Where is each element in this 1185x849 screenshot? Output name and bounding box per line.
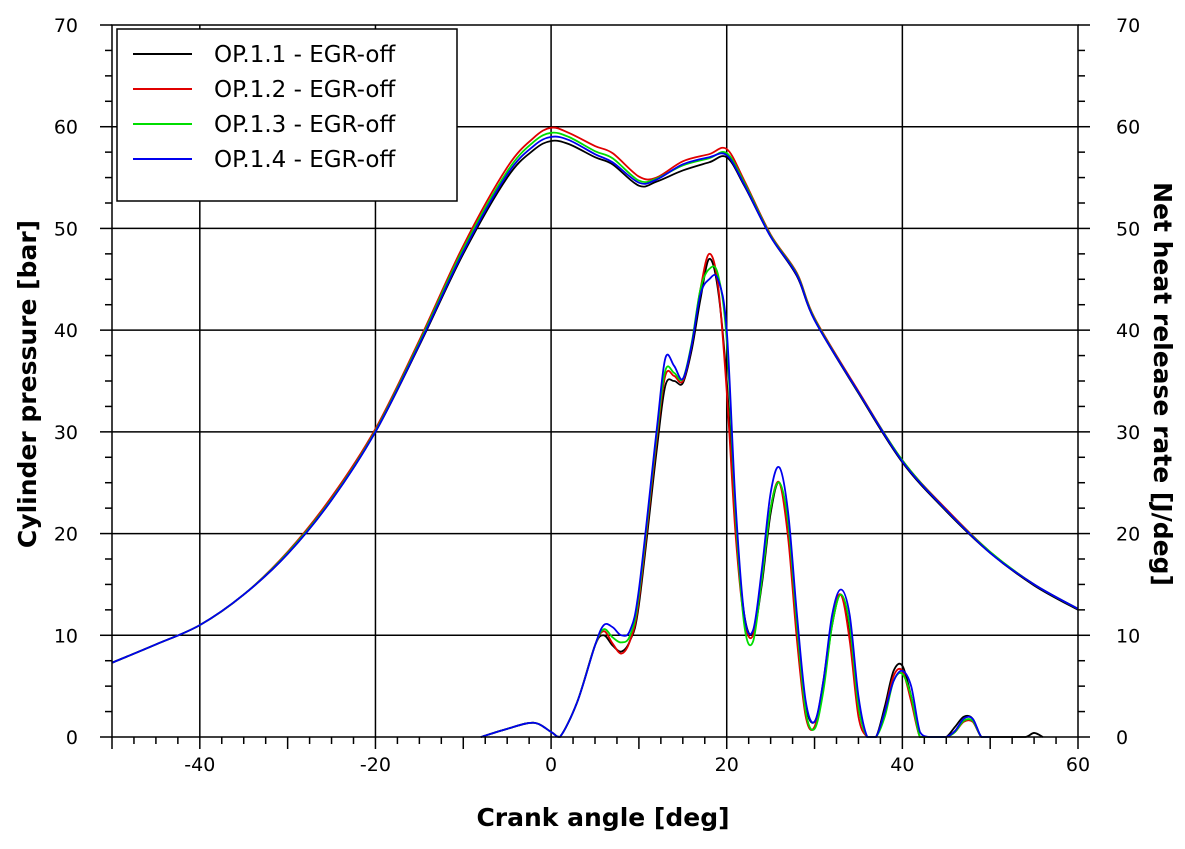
- y-tick-label: 30: [54, 422, 78, 444]
- y2-tick-label: 70: [1116, 15, 1140, 37]
- legend: OP.1.1 - EGR-off OP.1.2 - EGR-off OP.1.3 -…: [116, 28, 458, 202]
- y2-tick-label: 10: [1116, 625, 1140, 647]
- y2-tick-label: 50: [1116, 218, 1140, 240]
- x-tick-label: 20: [715, 754, 739, 776]
- pressure-line-4: [111, 135, 1079, 664]
- axis-ticks: [100, 24, 1090, 749]
- x-tick-label: -20: [360, 754, 391, 776]
- y-axis-title: Cylinder pressure [bar]: [13, 220, 42, 548]
- y-tick-label: 40: [54, 320, 78, 342]
- y-tick-label: 60: [54, 117, 78, 139]
- y-tick-label: 10: [54, 625, 78, 647]
- x-tick-label: 60: [1066, 754, 1090, 776]
- x-tick-label: -40: [184, 754, 215, 776]
- y-tick-label: 20: [54, 524, 78, 546]
- y2-axis-title: Net heat release rate [J/deg]: [1148, 182, 1177, 586]
- x-tick-label: 0: [545, 754, 557, 776]
- legend-label: OP.1.1 - EGR-off: [214, 42, 396, 68]
- heat-release-line-3: [480, 265, 991, 738]
- x-tick-label: 40: [890, 754, 914, 776]
- y2-tick-label: 20: [1116, 524, 1140, 546]
- legend-box: [116, 28, 458, 202]
- tick-labels: -40 -20 0 20 40 60 0 10 20 30 40 50 60 70 0 10 20 30 40 50 6…: [54, 15, 1140, 776]
- y-tick-label: 70: [54, 15, 78, 37]
- y-tick-label: 50: [54, 218, 78, 240]
- legend-label: OP.1.3 - EGR-off: [214, 112, 396, 138]
- y-tick-label: 0: [66, 727, 78, 749]
- legend-label: OP.1.2 - EGR-off: [214, 77, 396, 103]
- y2-tick-label: 30: [1116, 422, 1140, 444]
- y2-tick-label: 40: [1116, 320, 1140, 342]
- y2-tick-label: 0: [1116, 727, 1128, 749]
- y2-tick-label: 60: [1116, 117, 1140, 139]
- heat-release-line-4: [480, 274, 991, 738]
- legend-label: OP.1.4 - EGR-off: [214, 147, 396, 173]
- x-axis-title: Crank angle [deg]: [476, 803, 729, 832]
